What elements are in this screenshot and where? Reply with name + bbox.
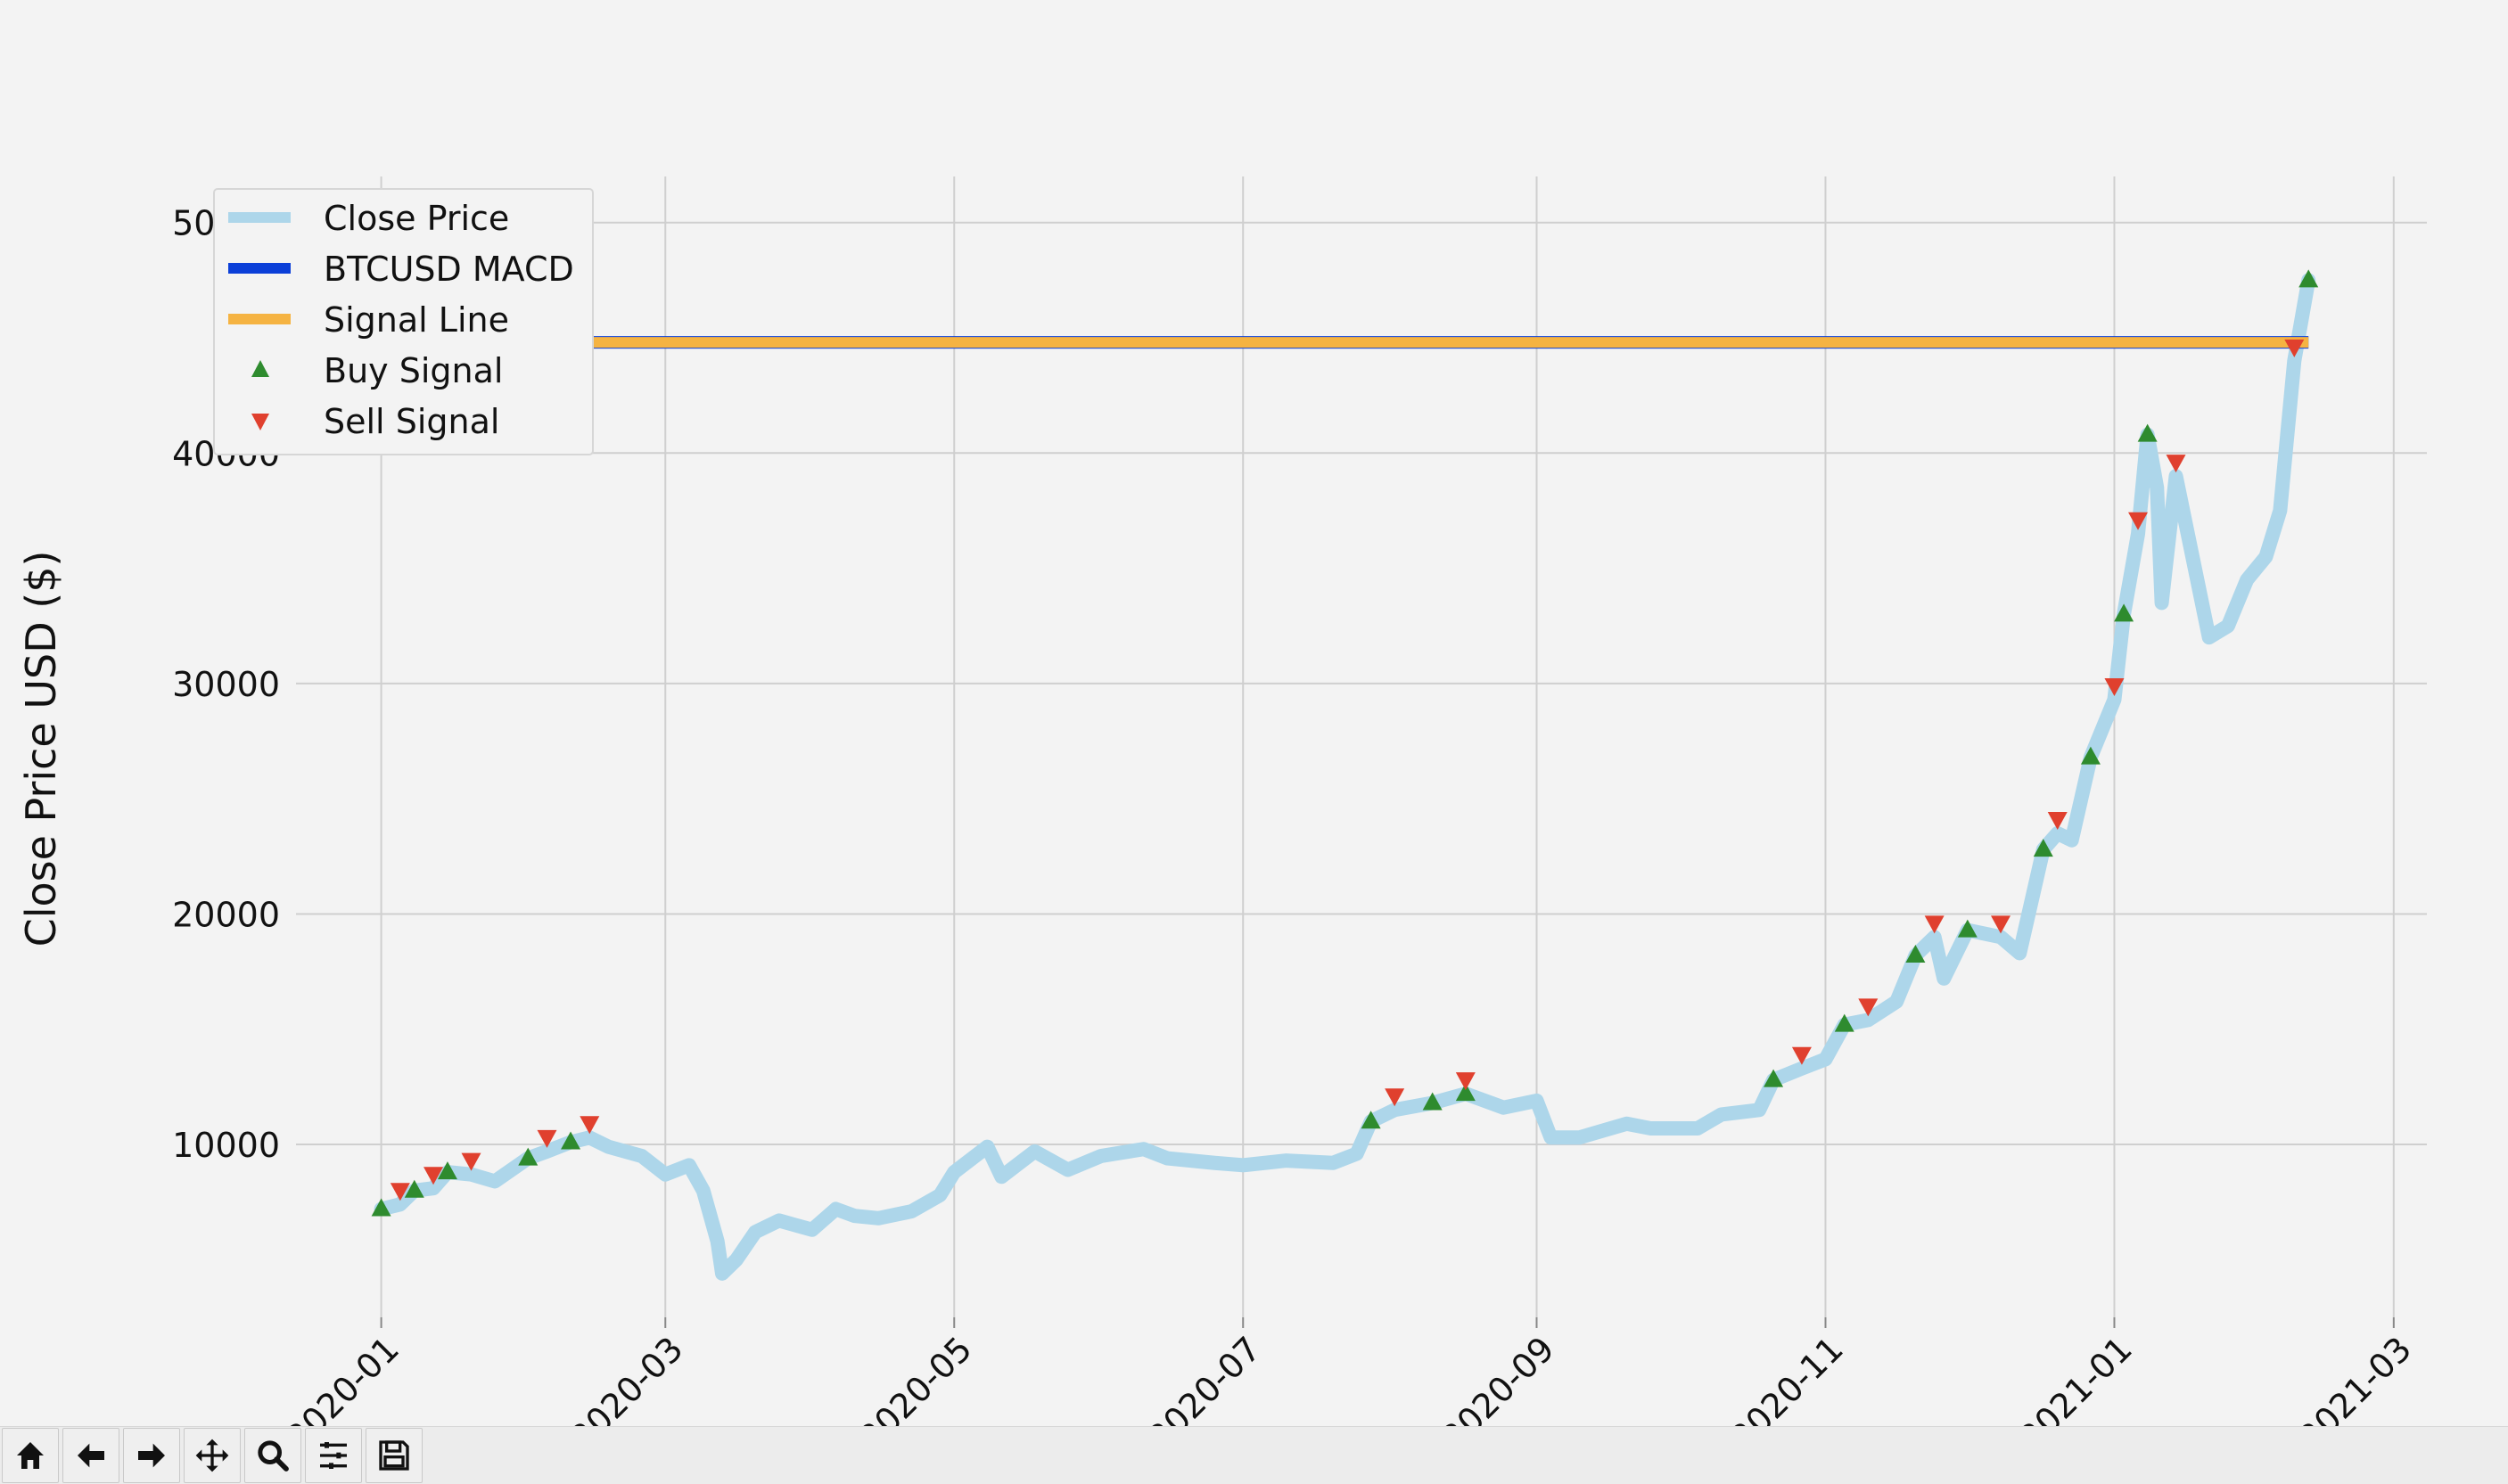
series (371, 269, 2319, 1281)
legend: Close Price BTCUSD MACD Signal Line Buy Sig… (213, 188, 594, 455)
configure-button[interactable] (305, 1428, 362, 1483)
save-button[interactable] (366, 1428, 423, 1483)
y-tick-label: 30000 (172, 665, 280, 704)
x-tick-label: 2021-01 (2011, 1329, 2139, 1426)
home-icon (17, 1442, 44, 1469)
x-tick-label: 2020-11 (1723, 1329, 1850, 1426)
zoom-icon (258, 1440, 289, 1472)
buy-signal-marker (1905, 945, 1926, 963)
sell-signal-marker (580, 1116, 600, 1135)
buy-signal-marker (518, 1147, 539, 1166)
back-button[interactable] (62, 1428, 119, 1483)
sell-signal-marker (461, 1152, 481, 1171)
pan-button[interactable] (184, 1428, 241, 1483)
sell-signal-marker (1791, 1046, 1812, 1065)
buy-signal-marker (1455, 1083, 1476, 1102)
legend-label: BTCUSD MACD (324, 250, 574, 289)
buy-signal-marker (2298, 269, 2319, 288)
buy-signal-marker (437, 1161, 457, 1180)
sell-signal-marker (2284, 339, 2305, 357)
sell-signal-marker (1991, 915, 2011, 934)
save-icon (379, 1440, 409, 1471)
sell-signal-marker (2166, 455, 2186, 473)
y-tick-label: 10000 (172, 1126, 280, 1165)
x-tick-label: 2020-03 (563, 1329, 690, 1426)
buy-signal-marker (1957, 919, 1978, 938)
sell-signal-marker (1924, 915, 1945, 934)
y-tick-label: 20000 (172, 895, 280, 934)
buy-signal-marker (2033, 839, 2053, 857)
x-tick-label: 2020-01 (279, 1329, 407, 1426)
buy-signal-marker (2137, 423, 2158, 442)
x-tick-label: 2020-09 (1434, 1329, 1561, 1426)
arrow-right-icon (138, 1443, 165, 1468)
legend-label: Sell Signal (324, 402, 499, 441)
forward-button[interactable] (123, 1428, 180, 1483)
legend-label: Close Price (324, 199, 509, 238)
buy-signal-marker (2114, 603, 2134, 622)
legend-swatch (251, 414, 269, 430)
configure-icon (320, 1442, 347, 1469)
close-price-line (374, 273, 2316, 1281)
sell-signal-marker (2128, 512, 2149, 530)
x-tick-label: 2020-07 (1140, 1329, 1268, 1426)
legend-box (213, 188, 594, 455)
buy-signal-marker (404, 1179, 424, 1198)
buy-signal-marker (1834, 1013, 1854, 1032)
sell-signal-marker (390, 1183, 410, 1201)
x-tick-label: 2021-03 (2291, 1329, 2419, 1426)
legend-swatch (251, 360, 269, 377)
buy-signal-marker (2080, 746, 2101, 765)
chart-svg: 10000200003000040000500002020-012020-032… (17, 176, 2427, 1426)
sell-signal-marker (537, 1129, 557, 1148)
sell-signal-marker (423, 1167, 444, 1185)
home-button[interactable] (2, 1428, 59, 1483)
zoom-button[interactable] (244, 1428, 301, 1483)
buy-signal-marker (1361, 1111, 1381, 1129)
arrow-left-icon (78, 1443, 104, 1468)
navigation-toolbar (0, 1426, 2508, 1484)
buy-signal-marker (1764, 1069, 1784, 1087)
sell-signal-marker (2047, 811, 2068, 830)
chart-figure: 10000200003000040000500002020-012020-032… (17, 176, 2427, 1426)
y-axis-label: Close Price USD ($) (17, 551, 65, 947)
sell-signal-marker (2104, 677, 2125, 696)
x-tick-label: 2020-05 (851, 1329, 979, 1426)
buy-signal-marker (561, 1131, 581, 1150)
sell-signal-marker (1385, 1088, 1405, 1107)
pan-icon (195, 1439, 229, 1472)
legend-label: Signal Line (324, 300, 509, 340)
buy-signal-marker (1422, 1092, 1443, 1111)
legend-label: Buy Signal (324, 351, 503, 390)
buy-signal-marker (371, 1198, 391, 1217)
sell-signal-marker (1858, 998, 1879, 1017)
sell-signal-marker (1455, 1072, 1476, 1091)
